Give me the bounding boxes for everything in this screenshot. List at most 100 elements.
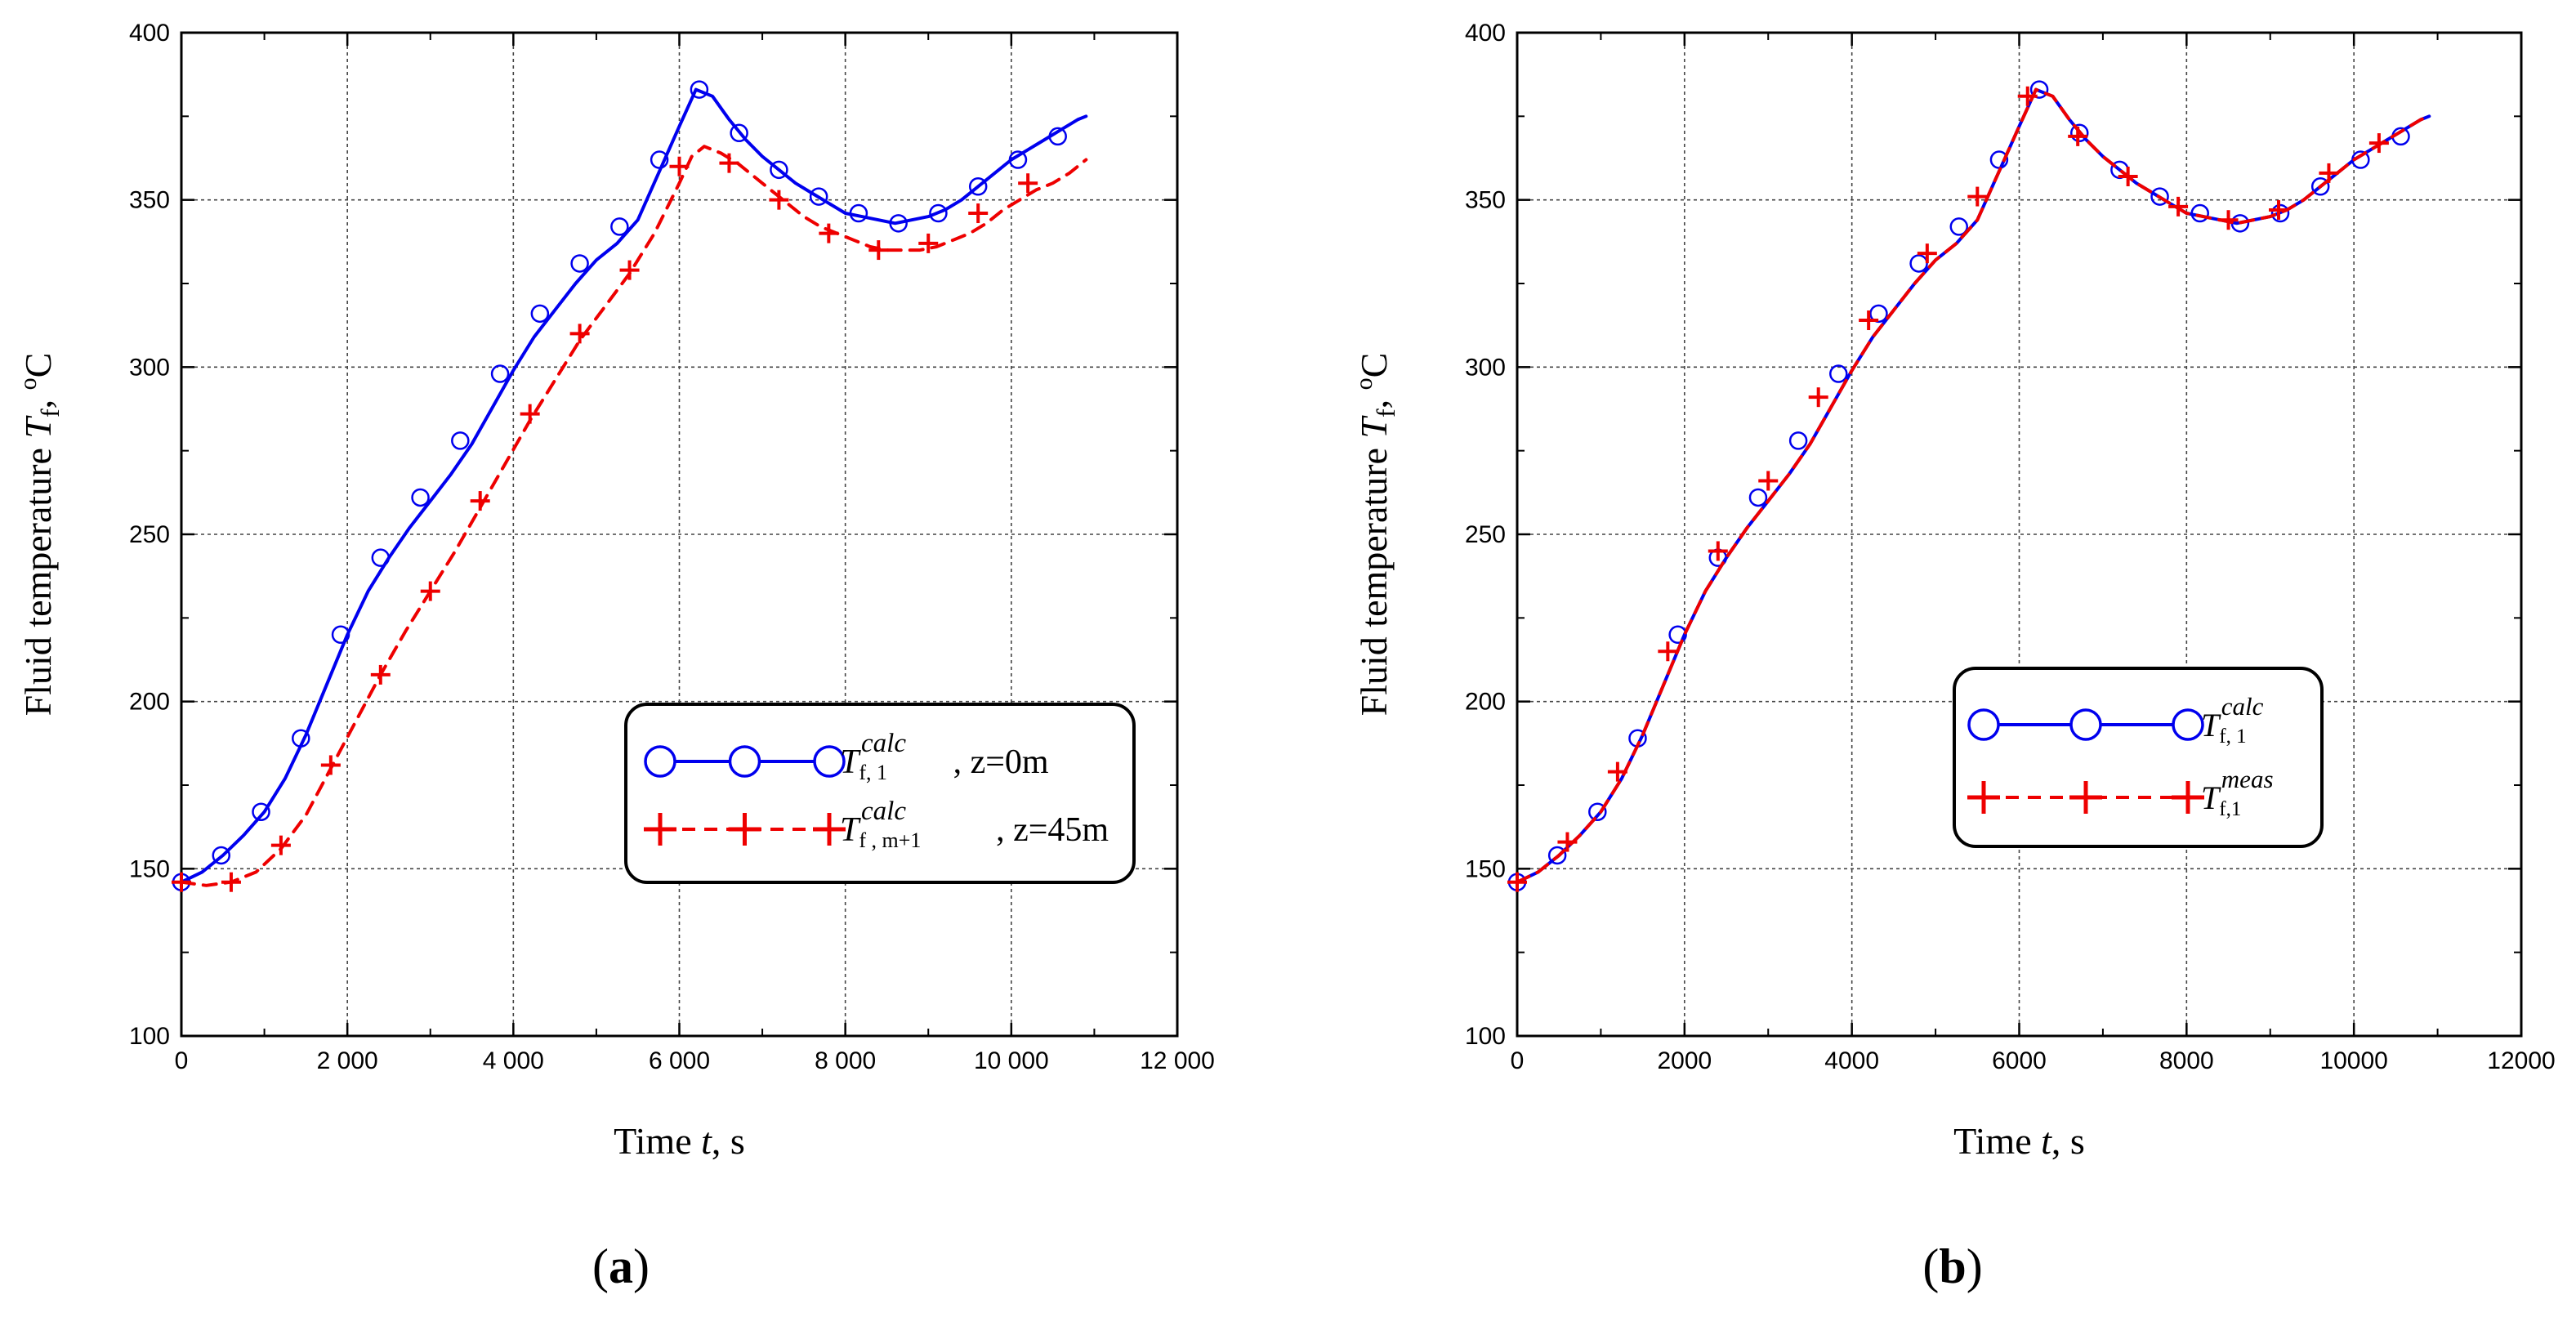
y-axis-label-sep: , [1353, 390, 1395, 408]
data-point-plus [1808, 387, 1828, 408]
data-point-plus [1708, 541, 1728, 561]
y-axis-label-sub: f [35, 408, 65, 417]
data-point-circle [730, 123, 748, 143]
series-line [180, 87, 1088, 884]
data-point-plus [172, 872, 191, 892]
y-tick-label: 350 [1465, 187, 1506, 214]
data-point-plus [719, 153, 739, 173]
legend-label-sub: f , m+1 [859, 828, 921, 852]
legend-marker-circle [1967, 708, 2000, 741]
data-point-circle [849, 203, 868, 223]
data-point-plus [2068, 126, 2088, 146]
data-point-plus [2268, 199, 2288, 220]
data-point-circle [1008, 150, 1028, 169]
panel-label: (b) [1922, 1239, 1982, 1293]
y-tick-label: 300 [129, 354, 170, 381]
legend-marker-circle [813, 745, 846, 778]
data-point-plus [569, 324, 590, 344]
x-tick-label: 12 000 [1140, 1047, 1215, 1074]
legend-label-sup: calc [861, 797, 906, 826]
data-point-circle [1668, 625, 1687, 645]
data-point-circle [1547, 846, 1567, 865]
data-point-circle [929, 203, 948, 223]
panel-label-close: ) [633, 1239, 650, 1293]
data-point-plus [2118, 167, 2138, 187]
y-tick-label: 400 [1465, 20, 1506, 47]
y-tick-label: 100 [129, 1023, 170, 1050]
panel-label-close: ) [1967, 1239, 1983, 1293]
legend-label-suffix: , z=0m [953, 743, 1049, 781]
x-tick-label: 6 000 [649, 1047, 710, 1074]
y-tick-label: 100 [1465, 1023, 1506, 1050]
y-axis-label-sub: f [1371, 408, 1400, 417]
series-line [180, 145, 1088, 887]
data-point-circle [1909, 254, 1928, 273]
y-axis-label: Fluid temperature Tf, oC [15, 353, 65, 717]
legend-label-var: T [2201, 779, 2221, 816]
data-point-circle [889, 214, 908, 233]
x-axis-label: Time t, s [614, 1120, 745, 1162]
data-point-plus [1607, 761, 1627, 782]
panel-label-open: ( [592, 1239, 609, 1293]
x-tick-label: 4 000 [483, 1047, 544, 1074]
y-axis-label-unit: C [17, 353, 59, 378]
data-point-circle [2029, 80, 2049, 99]
data-point-circle [490, 364, 510, 383]
x-axis-label-unit: , s [712, 1120, 745, 1162]
y-tick-label: 150 [129, 855, 170, 882]
data-point-circle [770, 160, 788, 180]
data-point-plus [2319, 163, 2339, 183]
data-point-plus [1658, 641, 1678, 662]
data-point-plus [320, 755, 341, 775]
y-axis-label: Fluid temperature Tf, oC [1351, 353, 1400, 717]
data-point-circle [252, 802, 270, 821]
data-point-circle [2270, 203, 2290, 223]
y-axis-label-text: Fluid temperature [1353, 439, 1395, 717]
x-axis-label-text: Time [614, 1120, 701, 1162]
legend-item: Tf, 1 calc , z=0m [644, 729, 1049, 784]
data-point-plus [1018, 173, 1038, 194]
data-point-plus [270, 835, 291, 855]
legend-label: Tf , m+1calc , z=45m [840, 797, 1109, 852]
data-point-circle [570, 254, 589, 273]
data-point-circle [690, 80, 709, 99]
data-point-plus [1557, 832, 1578, 852]
data-point-circle [530, 304, 550, 324]
data-point-plus [918, 233, 939, 253]
legend-marker-circle [2069, 708, 2102, 741]
data-point-plus [420, 581, 440, 601]
data-point-circle [2190, 203, 2209, 223]
data-point-plus [520, 404, 540, 424]
data-point-plus [619, 260, 640, 280]
y-axis-label-var: T [1353, 415, 1395, 439]
y-tick-label: 200 [129, 689, 170, 716]
legend-label-sup: calc [2221, 692, 2264, 721]
y-axis-label-unit: C [1353, 353, 1395, 378]
data-point-circle [331, 625, 350, 645]
chart-panel-b: 0 2000 4000 6000 8000 10000 12000 100 150 200 250 3… [1351, 20, 2556, 1293]
y-tick-label: 150 [1465, 855, 1506, 882]
data-point-circle [2351, 150, 2370, 169]
y-tick-label: 300 [1465, 354, 1506, 381]
data-point-circle [650, 150, 669, 169]
legend-label: Tf, 1 calc [2201, 692, 2264, 748]
data-point-circle [411, 488, 430, 507]
series-calc-m1 [172, 145, 1088, 892]
y-axis-label-sep: , [17, 390, 59, 408]
data-point-circle [1869, 304, 1888, 324]
series-meas [1507, 86, 2431, 892]
legend-marker-circle [644, 745, 676, 778]
x-tick-label: 6000 [1992, 1047, 2047, 1074]
y-axis-label-var: T [17, 415, 59, 439]
data-point-plus [868, 240, 889, 261]
legend-label-var: T [2201, 707, 2221, 743]
legend-label-sup: calc [861, 729, 906, 758]
data-point-plus [1967, 186, 1988, 207]
y-tick-label: 250 [1465, 521, 1506, 548]
data-point-circle [1788, 431, 1808, 450]
data-point-circle [1949, 217, 1969, 236]
data-point-circle [809, 187, 828, 206]
